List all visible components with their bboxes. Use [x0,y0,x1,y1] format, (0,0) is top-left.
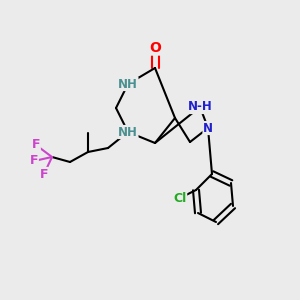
Text: F: F [40,167,48,181]
Text: NH: NH [118,125,138,139]
Text: O: O [149,41,161,55]
Text: N-H: N-H [188,100,212,113]
Text: F: F [32,139,40,152]
Text: N: N [203,122,213,134]
Text: NH: NH [118,77,138,91]
Text: F: F [30,154,38,167]
Text: Cl: Cl [173,191,187,205]
